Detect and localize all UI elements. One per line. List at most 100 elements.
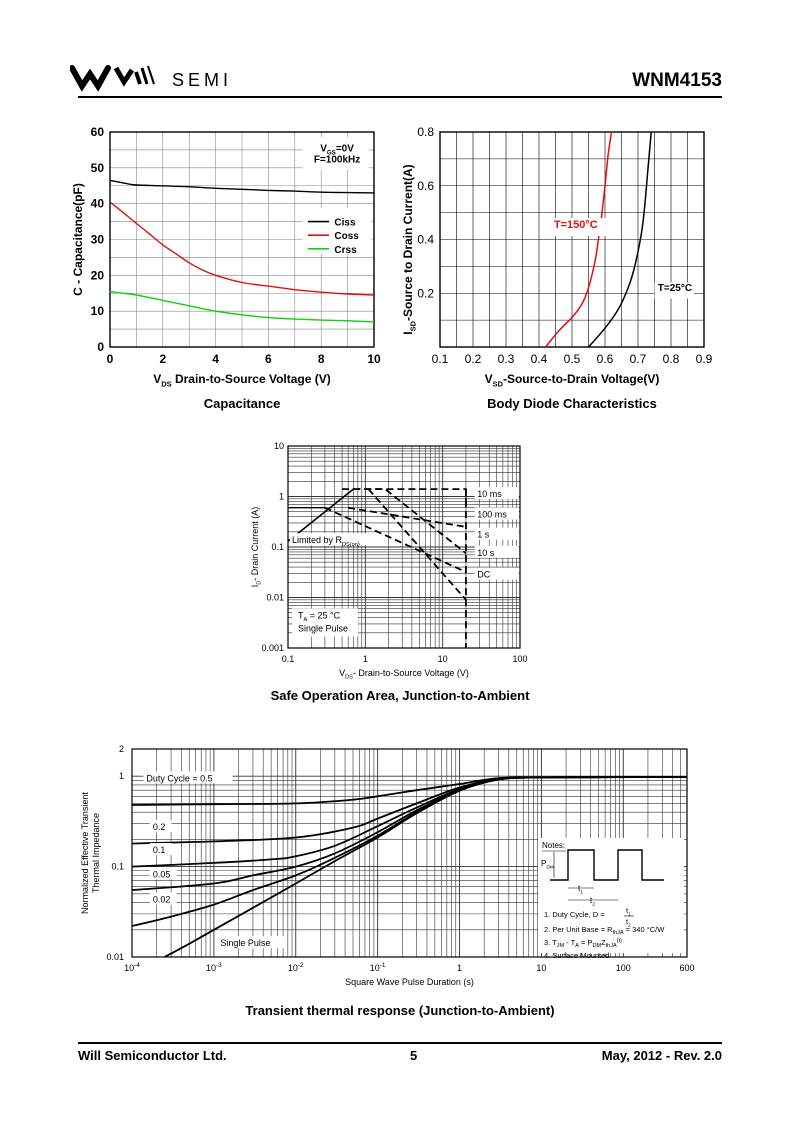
x-tick-label: 0.3 [498,352,515,366]
label-bg [149,892,177,905]
legend-label-coss: Coss [334,231,359,242]
footer-date-revision: May, 2012 - Rev. 2.0 [601,1048,722,1063]
x-tick-label: 0.1 [282,654,295,664]
series-label-1s: 1 s [477,530,490,540]
x-tick-label: 0.4 [531,352,548,366]
caption-transient: Transient thermal response (Junction-to-… [245,1003,555,1018]
brand-word: SEMI [172,70,232,90]
header-divider [78,96,722,98]
label-bg [474,487,519,500]
y-tick-label: 0.1 [111,862,124,872]
x-tick-label: 10 [536,963,546,973]
y-axis-label-line2: Thermal Impedance [91,813,101,893]
y-tick-label: 10 [91,304,105,318]
y-tick-label: 40 [91,197,105,211]
x-tick-label: 0.9 [696,352,713,366]
y-tick-label: 60 [91,125,105,139]
label-bg [217,936,286,949]
y-tick-label: 10 [274,441,284,451]
y-axis-label: ISD-Source to Drain Current(A) [401,164,418,334]
series-line-t25 [587,131,652,348]
x-tick-label: 10-3 [206,962,222,973]
will-semi-logo: SEMI [70,65,232,92]
notes-title: Notes: [542,841,565,850]
note-2: 2. Per Unit Base = RthJA = 340 °C/W [544,925,665,936]
notes-box [538,838,684,953]
y-tick-label: 0.4 [417,233,434,247]
label-bg [474,567,519,580]
series-line-crss [109,290,375,323]
series-label: 0.2 [153,822,166,832]
label-bg [474,527,519,540]
x-axis-label: VDS- Drain-to-Source Voltage (V) [339,668,469,681]
y-axis-label: C - Capacitance(pF) [71,183,85,296]
series-line-single-pulse [164,776,688,958]
y-tick-label: 1 [279,492,284,502]
condition-vgs: VGS=0V [320,144,354,157]
label-bg [474,507,519,520]
series-line-t150 [545,131,613,348]
x-tick-label: 8 [318,352,325,366]
y-tick-label: 1 [119,771,124,781]
y-tick-label: 20 [91,268,105,282]
x-tick-label: 10-4 [124,962,140,973]
series-label: 0.02 [153,895,171,905]
x-tick-label: 10-2 [288,962,304,973]
note-1-numerator: t1 [626,906,631,916]
legend-label-crss: Crss [334,245,357,256]
series-line-1s [342,488,467,555]
y-tick-label: 0.8 [417,125,434,139]
x-tick-label: 2 [159,352,166,366]
footer-page-number: 5 [410,1048,418,1063]
footer-divider [78,1042,722,1044]
series-line-dc [367,488,467,601]
x-tick-label: 6 [265,352,272,366]
series-label-10s: 10 s [477,548,495,558]
y-tick-label: 0.01 [266,593,284,603]
caption-body-diode: Body Diode Characteristics [487,396,657,411]
label-bg-t25 [654,282,695,299]
x-axis-label: VDS Drain-to-Source Voltage (V) [153,372,330,389]
x-tick-label: 0 [107,352,114,366]
x-tick-label: 600 [679,963,694,973]
label-bg-t150 [548,218,612,236]
condition-ta: TA = 25 °C [298,611,341,624]
x-axis-label: VSD-Source-to-Drain Voltage(V) [485,372,660,389]
caption-capacitance: Capacitance [203,396,281,411]
x-tick-label: 1 [363,654,368,664]
plot-frame [439,131,705,348]
label-bg [149,867,177,880]
series-label-100ms: 100 ms [477,510,507,520]
y-tick-label: 50 [91,161,105,175]
x-tick-label: 0.1 [432,352,449,366]
series-line-100ms [348,506,467,528]
x-tick-label: 1 [457,963,462,973]
label-bg [149,843,172,856]
x-tick-label: 100 [512,654,527,664]
x-tick-label: 10 [438,654,448,664]
y-tick-label: 2 [119,744,124,754]
conditions-box [292,608,358,637]
x-tick-label: 10-1 [370,962,386,973]
label-bg [290,533,376,546]
conditions-box [302,137,369,170]
series-line-ciss [109,179,375,194]
y-tick-label: 0.2 [417,286,434,300]
plot-frame [109,131,375,348]
limit-label: Limited by RDS(on) [292,535,360,548]
x-tick-label: 0.5 [564,352,581,366]
series-label: Duty Cycle = 0.5 [146,773,212,783]
plot-frame [131,748,688,958]
series-label-10ms: 10 ms [477,489,502,499]
legend-label-ciss: Ciss [334,218,356,229]
note-1: 1. Duty Cycle, D = [544,910,605,919]
limit-line-rdson [287,488,354,542]
series-label: 0.1 [153,845,166,855]
label-bg [474,545,519,558]
series-label-dc: DC [477,570,490,580]
legend-box [302,207,372,254]
x-tick-label: 4 [212,352,219,366]
y-tick-label: 0.01 [106,952,124,962]
y-tick-label: 0.001 [261,643,284,653]
